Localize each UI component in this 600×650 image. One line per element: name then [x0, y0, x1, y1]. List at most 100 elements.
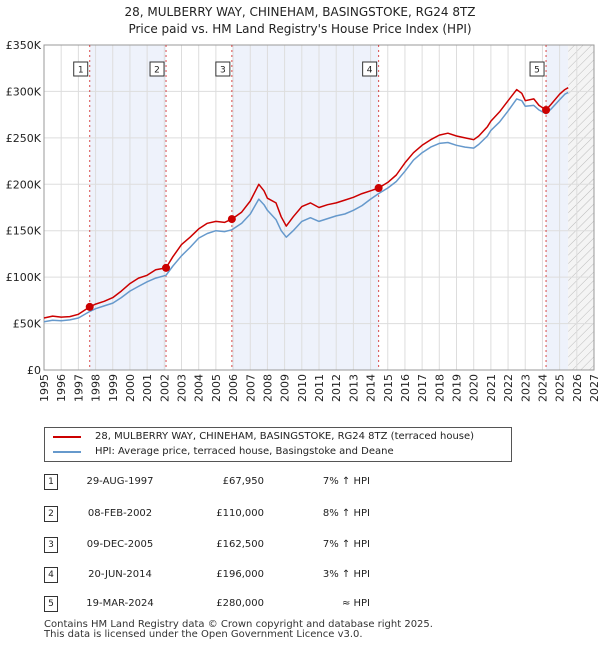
sale-date: 20-JUN-2014 — [88, 569, 152, 580]
x-tick-label: 1997 — [72, 374, 85, 402]
x-tick-label: 2021 — [485, 374, 498, 402]
chart-title-block: 28, MULBERRY WAY, CHINEHAM, BASINGSTOKE,… — [0, 4, 600, 38]
property-series-line — [43, 87, 569, 319]
footer-copyright: Contains HM Land Registry data © Crown c… — [44, 619, 433, 630]
x-tick-label: 2008 — [261, 374, 274, 402]
x-tick-label: 1998 — [90, 374, 103, 402]
ownership-period-shade — [546, 45, 569, 370]
sale-hpi-comparison: 8% ↑ HPI — [322, 508, 370, 519]
sale-point — [227, 215, 236, 224]
x-tick-label: 2020 — [468, 374, 481, 402]
sale-label-text: 4 — [367, 66, 373, 76]
sale-price: £67,950 — [222, 476, 264, 487]
x-tick-label: 2013 — [347, 374, 360, 402]
x-tick-label: 2014 — [365, 374, 378, 402]
sale-hpi-comparison: 3% ↑ HPI — [322, 569, 370, 580]
price-chart: 1 2 3 4 5 £0 £50K £100K £150K £200K £250K £300K £350… — [6, 39, 600, 402]
sale-price: £196,000 — [216, 569, 264, 580]
x-tick-label: 2012 — [330, 374, 343, 402]
x-tick-label: 2000 — [124, 374, 137, 402]
x-tick-label: 2027 — [588, 374, 600, 402]
y-tick-label: £0 — [27, 364, 41, 377]
ownership-period-shade — [231, 45, 379, 370]
sale-label-box — [73, 61, 89, 77]
y-tick-label: £300K — [6, 85, 42, 98]
y-tick-label: £150K — [6, 225, 42, 238]
sale-label-text: 3 — [220, 66, 226, 76]
hpi-series-line — [43, 91, 569, 323]
x-tick-label: 2003 — [176, 374, 189, 402]
sale-point — [542, 106, 551, 114]
ownership-period-shade — [89, 45, 167, 370]
sale-label-box — [149, 61, 165, 77]
x-tick-label: 2002 — [158, 374, 171, 402]
sale-label-text: 1 — [78, 66, 84, 76]
x-tick-label: 2025 — [554, 374, 567, 402]
sale-price: £280,000 — [216, 598, 264, 609]
sale-label-text: 2 — [154, 66, 160, 76]
x-tick-label: 2007 — [244, 374, 257, 402]
x-tick-label: 1996 — [55, 374, 68, 402]
sale-number-badge: 4 — [44, 567, 58, 583]
sale-hpi-comparison: ≈ HPI — [341, 598, 370, 609]
legend-swatch-hpi — [53, 450, 81, 453]
plot-border — [43, 44, 595, 371]
sale-date: 29-AUG-1997 — [86, 476, 154, 487]
sale-label-box — [529, 61, 545, 77]
sale-row: 1 29-AUG-1997 £67,950 7% ↑ HPI — [0, 474, 600, 490]
x-tick-label: 2019 — [451, 374, 464, 402]
sale-point — [162, 263, 171, 272]
footer-licence: This data is licensed under the Open Gov… — [44, 629, 363, 640]
sale-price: £162,500 — [216, 539, 264, 550]
x-tick-label: 2017 — [416, 374, 429, 402]
legend-item-hpi: HPI: Average price, terraced house, Basi… — [53, 446, 394, 457]
legend-item-property: 28, MULBERRY WAY, CHINEHAM, BASINGSTOKE,… — [53, 431, 474, 442]
sale-label-box — [362, 61, 378, 77]
x-tick-label: 2001 — [141, 374, 154, 402]
legend-swatch-property — [53, 435, 81, 438]
legend-label-hpi: HPI: Average price, terraced house, Basi… — [95, 446, 394, 457]
x-tick-label: 2023 — [519, 374, 532, 402]
x-tick-label: 2010 — [296, 374, 309, 402]
sale-number-badge: 5 — [44, 596, 58, 612]
sale-date: 09-DEC-2005 — [86, 539, 154, 550]
footer: Contains HM Land Registry data © Crown c… — [44, 620, 433, 640]
y-tick-label: £250K — [6, 132, 42, 145]
x-tick-label: 1995 — [38, 374, 51, 402]
sale-row: 4 20-JUN-2014 £196,000 3% ↑ HPI — [0, 567, 600, 583]
x-tick-label: 2026 — [571, 374, 584, 402]
x-tick-label: 2016 — [399, 374, 412, 402]
sale-point — [374, 184, 383, 192]
x-tick-label: 2006 — [227, 374, 240, 402]
sale-number-badge: 2 — [44, 506, 58, 522]
sale-label-box — [215, 61, 231, 77]
chart-subtitle: Price paid vs. HM Land Registry's House … — [128, 22, 472, 36]
sale-date: 08-FEB-2002 — [87, 508, 153, 519]
legend-label-property: 28, MULBERRY WAY, CHINEHAM, BASINGSTOKE,… — [95, 431, 475, 442]
sale-date: 19-MAR-2024 — [86, 598, 154, 609]
sale-hpi-comparison: 7% ↑ HPI — [322, 539, 370, 550]
sale-label-text: 5 — [534, 66, 540, 76]
sale-number-badge: 1 — [44, 474, 58, 490]
x-tick-label: 2024 — [536, 374, 549, 402]
sale-row: 2 08-FEB-2002 £110,000 8% ↑ HPI — [0, 506, 600, 522]
y-tick-label: £200K — [6, 178, 42, 191]
chart-legend: 28, MULBERRY WAY, CHINEHAM, BASINGSTOKE,… — [44, 427, 512, 462]
chart-title: 28, MULBERRY WAY, CHINEHAM, BASINGSTOKE,… — [124, 5, 476, 19]
x-tick-label: 2009 — [279, 374, 292, 402]
sale-row: 3 09-DEC-2005 £162,500 7% ↑ HPI — [0, 537, 600, 553]
y-tick-label: £100K — [6, 271, 42, 284]
x-tick-label: 2011 — [313, 374, 326, 402]
x-tick-label: 2005 — [210, 374, 223, 402]
x-tick-label: 2004 — [193, 374, 206, 402]
sale-number-badge: 3 — [44, 537, 58, 553]
forecast-region — [568, 45, 594, 370]
x-tick-label: 2018 — [433, 374, 446, 402]
sale-hpi-comparison: 7% ↑ HPI — [322, 476, 370, 487]
x-tick-label: 2022 — [502, 374, 515, 402]
sale-row: 5 19-MAR-2024 £280,000 ≈ HPI — [0, 596, 600, 612]
x-tick-label: 1999 — [107, 374, 120, 402]
y-tick-label: £50K — [13, 318, 42, 331]
sale-price: £110,000 — [216, 508, 264, 519]
sale-point — [85, 302, 94, 311]
